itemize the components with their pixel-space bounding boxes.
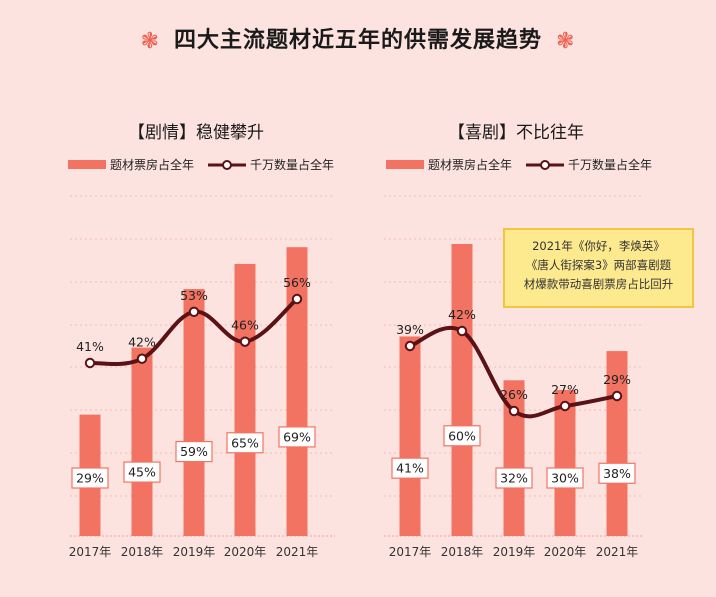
x-tick-label: 2020年 (544, 545, 587, 559)
line-value-label: 53% (180, 288, 208, 303)
line-point-5 (291, 293, 303, 305)
x-tick-label: 2019年 (493, 545, 536, 559)
line-point-1 (404, 340, 416, 352)
flower-icon-right: ❃ (556, 28, 576, 54)
line-point-5 (611, 390, 623, 402)
bar-label-box (391, 457, 429, 479)
bar-value-label: 29% (76, 471, 104, 486)
bar-2 (451, 244, 473, 536)
annotation-callout: 2021年《你好，李焕英》 《唐人街探案3》两部喜剧题 材爆款带动喜剧票房占比回… (503, 228, 694, 308)
x-tick-label: 2021年 (596, 545, 639, 559)
line-point-3 (508, 405, 520, 417)
bar-label-box (123, 461, 161, 483)
legend-bar-label: 题材票房占全年 (428, 158, 513, 172)
line-value-label: 56% (283, 275, 311, 290)
bar-value-label: 32% (500, 471, 528, 486)
x-tick-label: 2017年 (69, 545, 112, 559)
legend-bar-swatch (386, 160, 424, 169)
chart-1-legend: 题材票房占全年 千万数量占全年 (68, 156, 334, 173)
chart-2-legend: 题材票房占全年 千万数量占全年 (386, 156, 652, 173)
line-point-2 (456, 325, 468, 337)
line-value-label: 26% (500, 387, 528, 402)
x-tick-label: 2020年 (224, 545, 267, 559)
bar-label-box (443, 425, 481, 447)
bar-label-box (546, 467, 584, 489)
legend-bar-label: 题材票房占全年 (110, 158, 195, 172)
bar-value-label: 60% (448, 428, 476, 443)
legend-line-swatch (526, 159, 565, 170)
line-value-label: 39% (396, 322, 424, 337)
page-title-text: 四大主流题材近五年的供需发展趋势 (173, 28, 542, 53)
bar-value-label: 38% (603, 466, 631, 481)
legend-line-swatch (208, 159, 247, 170)
legend-line-label: 千万数量占全年 (250, 158, 335, 172)
bar-value-label: 69% (283, 429, 311, 444)
x-tick-label: 2018年 (121, 545, 164, 559)
bar-3 (183, 289, 205, 536)
bar-label-box (71, 467, 109, 489)
flower-icon-left: ❃ (140, 28, 160, 54)
x-tick-label: 2019年 (173, 545, 216, 559)
bar-value-label: 30% (551, 471, 579, 486)
line-value-label: 46% (231, 318, 259, 333)
bar-value-label: 59% (180, 444, 208, 459)
chart-1-title: 【剧情】稳健攀升 (128, 123, 264, 143)
bar-2 (131, 347, 153, 536)
line-point-1 (84, 357, 96, 369)
callout-line-1: 2021年《你好，李焕英》 (532, 239, 665, 253)
bar-5 (286, 247, 308, 536)
line-point-2 (136, 353, 148, 364)
bar-label-box (495, 467, 533, 489)
series-line (408, 325, 619, 419)
line-point-4 (239, 336, 251, 347)
line-value-label: 42% (128, 335, 156, 350)
chart-2-title: 【喜剧】不比往年 (448, 123, 584, 143)
legend-bar-swatch (68, 160, 106, 169)
bar-label-box (226, 432, 264, 454)
bar-value-label: 41% (396, 461, 424, 476)
line-value-label: 29% (603, 372, 631, 387)
bar-1 (399, 336, 421, 536)
line-point-4 (559, 400, 571, 412)
x-tick-label: 2017年 (389, 545, 432, 559)
callout-line-2: 《唐人街探案3》两部喜剧题 (525, 258, 672, 272)
bar-4 (554, 390, 576, 536)
line-value-label: 42% (448, 307, 476, 322)
callout-line-3: 材爆款带动喜剧票房占比回升 (523, 277, 674, 291)
line-value-label: 27% (551, 382, 579, 397)
legend-line-label: 千万数量占全年 (568, 158, 653, 172)
bar-label-box (598, 462, 636, 484)
bar-value-label: 45% (128, 465, 156, 480)
bar-label-box (175, 440, 213, 463)
bar-3 (503, 380, 525, 536)
x-tick-label: 2021年 (276, 545, 319, 559)
line-value-label: 41% (76, 339, 104, 354)
x-tick-label: 2018年 (441, 545, 484, 559)
bar-value-label: 65% (231, 435, 259, 450)
bar-label-box (278, 426, 316, 448)
line-point-3 (188, 306, 200, 317)
page-title: ❃ 四大主流题材近五年的供需发展趋势 ❃ (0, 22, 716, 54)
bar-4 (234, 263, 256, 536)
